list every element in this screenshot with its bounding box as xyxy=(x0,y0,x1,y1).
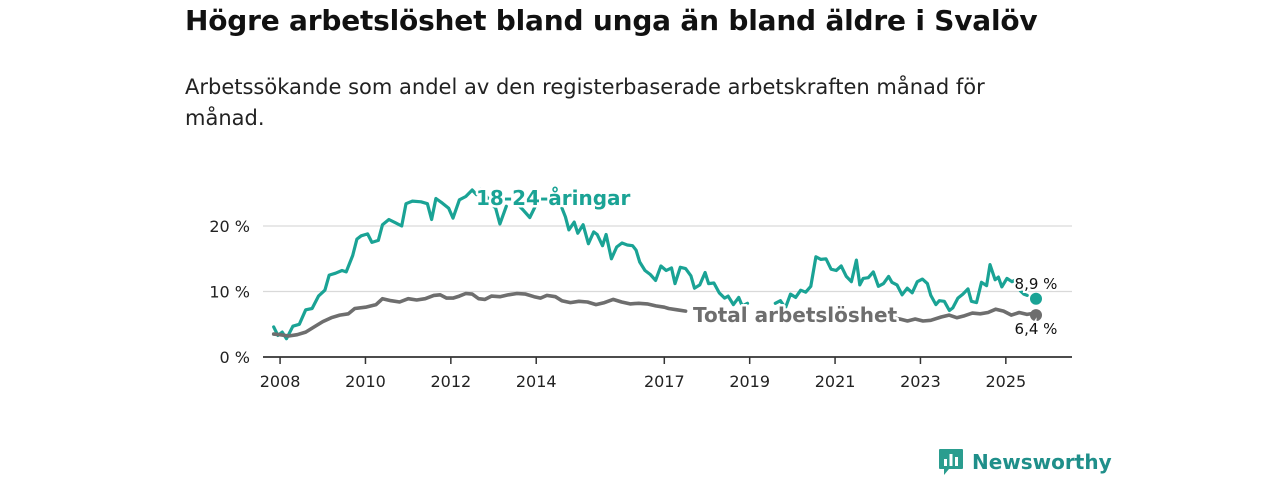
y-tick-label: 0 % xyxy=(220,348,250,367)
x-tick-label: 2010 xyxy=(345,372,386,391)
x-tick-label: 2021 xyxy=(815,372,856,391)
series-line-18-24 xyxy=(272,187,508,341)
x-tick-label: 2008 xyxy=(260,372,301,391)
series-line-18-24 xyxy=(560,206,750,308)
gridlines xyxy=(263,225,1072,364)
x-tick-label: 2025 xyxy=(985,372,1026,391)
newsworthy-brand[interactable]: Newsworthy xyxy=(938,448,1112,476)
bar-chart-logo-icon xyxy=(939,449,963,475)
y-tick-label: 10 % xyxy=(209,283,250,302)
brand-name: Newsworthy xyxy=(972,450,1112,474)
x-tick-label: 2017 xyxy=(644,372,685,391)
chart-title: Högre arbetslöshet bland unga än bland ä… xyxy=(185,4,1038,37)
series-lines xyxy=(271,187,1042,341)
series-label-total: Total arbetslöshet xyxy=(693,303,898,327)
series-line-18-24 xyxy=(773,255,1029,313)
end-label-total-halo: 6,4 % xyxy=(1015,320,1058,338)
end-label-total: 6,4 % xyxy=(1015,320,1058,338)
series-label-18-24: 18-24-åringar xyxy=(476,186,631,210)
x-tick-label: 2023 xyxy=(900,372,941,391)
end-marker-18-24 xyxy=(1030,292,1042,305)
end-label-18-24: 8,9 % xyxy=(1015,275,1058,293)
series-label-18-24-halo: 18-24-åringar xyxy=(476,186,631,210)
chart-labels: 0 % 10 % 20 % 2008 2010 2012 2014 2017 2019 2021 2… xyxy=(209,184,1059,392)
series-line-total xyxy=(271,291,688,338)
y-tick-label: 20 % xyxy=(209,217,250,236)
chart-subtitle: Arbetssökande som andel av den registerb… xyxy=(185,75,985,130)
end-marker-total xyxy=(1030,309,1042,322)
series-line-total xyxy=(858,307,1042,323)
end-label-18-24-halo: 8,9 % xyxy=(1015,275,1058,293)
x-tick-label: 2019 xyxy=(729,372,770,391)
x-tick-label: 2012 xyxy=(430,372,471,391)
series-label-total-halo: Total arbetslöshet xyxy=(693,303,898,327)
x-tick-label: 2014 xyxy=(516,372,557,391)
series-line-18-24 xyxy=(515,202,538,220)
